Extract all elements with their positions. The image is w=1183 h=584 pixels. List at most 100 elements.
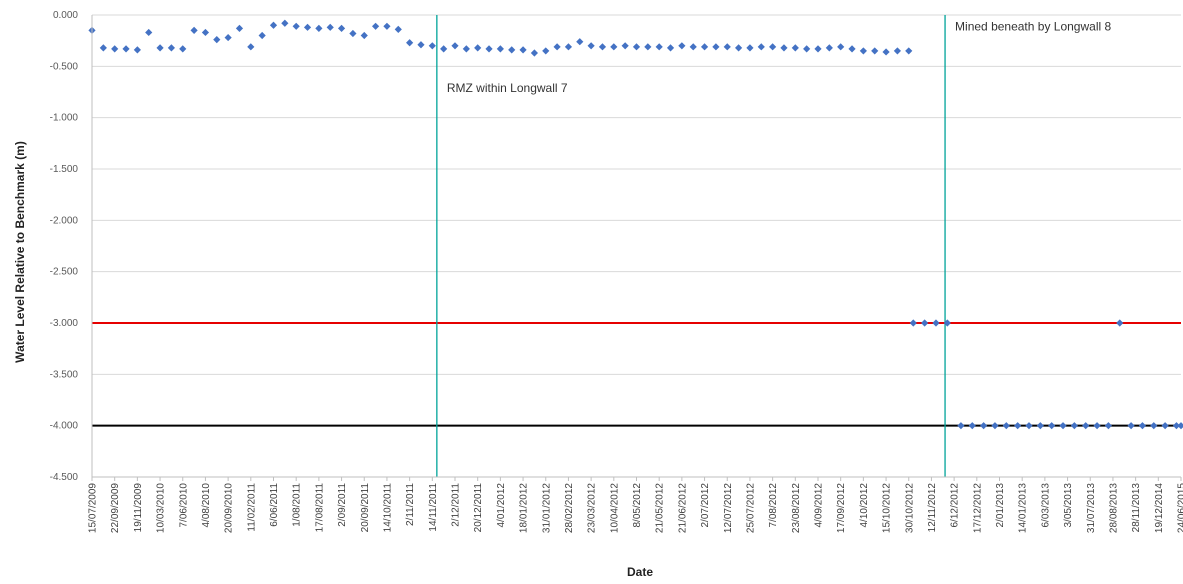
x-tick-label: 31/01/2012 [541,483,552,533]
data-points [88,19,1183,430]
x-tick-label: 7/08/2012 [768,483,779,528]
axes [91,15,1182,481]
data-point [145,28,153,37]
y-tick-label: -4.000 [50,421,79,432]
data-point [462,45,470,53]
data-point [991,422,999,430]
x-tick-label: 24/06/2015 [1177,483,1183,533]
vertical-markers: RMZ within Longwall 7 Mined beneath by Lo… [436,15,1111,477]
data-point [1161,422,1169,430]
data-point [1138,422,1147,430]
data-point [474,44,482,52]
data-point [769,43,777,51]
x-tick-label: 2/11/2011 [405,483,416,526]
x-tick-label: 19/11/2009 [133,483,144,533]
x-tick-label: 15/10/2012 [882,483,893,533]
x-tick-label: 17/08/2011 [314,483,325,533]
data-point [247,43,255,51]
x-tick-label: 12/11/2012 [927,483,938,533]
data-point [496,45,504,53]
x-tick-label: 28/11/2013 [1131,483,1142,533]
event-marker-label: RMZ within Longwall 7 [447,81,568,95]
data-point [632,43,641,51]
x-tick-label: 14/10/2011 [382,483,393,533]
x-tick-label: 23/03/2012 [587,483,598,533]
data-point [837,43,845,51]
data-point [1150,422,1158,430]
data-point [167,44,176,52]
data-point [1177,422,1183,430]
reference-lines [92,322,1181,427]
x-tick-labels: 15/07/2009 22/09/2009 19/11/2009 10/03/2010… [88,483,1183,533]
x-tick-label: 17/09/2012 [836,483,847,533]
x-tick-label: 6/03/2013 [1040,483,1051,528]
data-point [689,43,697,51]
data-point [893,47,902,55]
x-tick-label: 11/02/2011 [246,483,257,532]
data-point [417,41,425,49]
data-point [746,44,754,52]
data-point [201,28,210,37]
x-axis-title: Date [627,565,653,579]
data-point [451,42,459,50]
data-point [1036,422,1044,430]
data-point [326,23,334,31]
data-point [734,44,743,52]
data-point [1116,319,1124,327]
data-point [99,44,107,52]
data-point [1093,422,1101,430]
data-point [337,24,346,32]
data-point [576,38,584,46]
data-point [349,29,357,38]
x-tick-label: 28/02/2012 [564,483,575,533]
data-point [428,42,436,50]
x-tick-label: 4/10/2012 [859,483,870,528]
data-point [859,47,867,55]
data-point [1002,422,1010,430]
data-point [133,46,141,54]
y-tick-label: -1.000 [50,113,79,124]
data-point [235,24,244,32]
x-tick-label: 2/12/2011 [451,483,462,527]
data-point [1172,422,1181,430]
data-point [190,26,198,34]
data-point [156,44,164,52]
data-point [814,45,822,53]
x-tick-label: 4/01/2012 [496,483,507,528]
data-point [371,22,380,30]
data-point [564,43,573,51]
x-tick-label: 20/12/2011 [473,483,484,533]
x-tick-label: 22/09/2009 [110,483,121,533]
x-tick-label: 18/01/2012 [519,483,530,533]
x-tick-label: 17/12/2012 [972,483,983,533]
data-point [825,44,833,52]
data-point [303,23,312,31]
data-point [519,46,527,54]
data-point [848,45,856,53]
data-point [666,44,675,52]
data-point [803,45,811,53]
x-tick-label: 2/07/2012 [700,483,711,528]
data-point [1082,422,1090,430]
data-point [224,33,232,42]
data-point [780,44,788,52]
data-point [980,422,988,430]
y-tick-label: -3.500 [50,369,79,380]
x-tick-label: 31/07/2013 [1086,483,1097,533]
x-tick-label: 25/07/2012 [745,483,756,533]
x-tick-label: 6/12/2012 [950,483,961,528]
x-tick-label: 12/07/2012 [723,483,734,533]
data-point [943,319,951,327]
data-point [292,22,300,30]
data-point [111,45,119,53]
x-tick-label: 2/09/2011 [337,483,348,527]
data-point [1104,422,1112,430]
x-tick-label: 15/07/2009 [88,483,99,533]
data-point [712,43,720,51]
y-tick-label: 0.000 [53,10,78,21]
x-tick-label: 2/01/2013 [995,483,1006,528]
data-point [882,48,890,56]
data-point [269,21,278,29]
data-point [791,44,799,52]
